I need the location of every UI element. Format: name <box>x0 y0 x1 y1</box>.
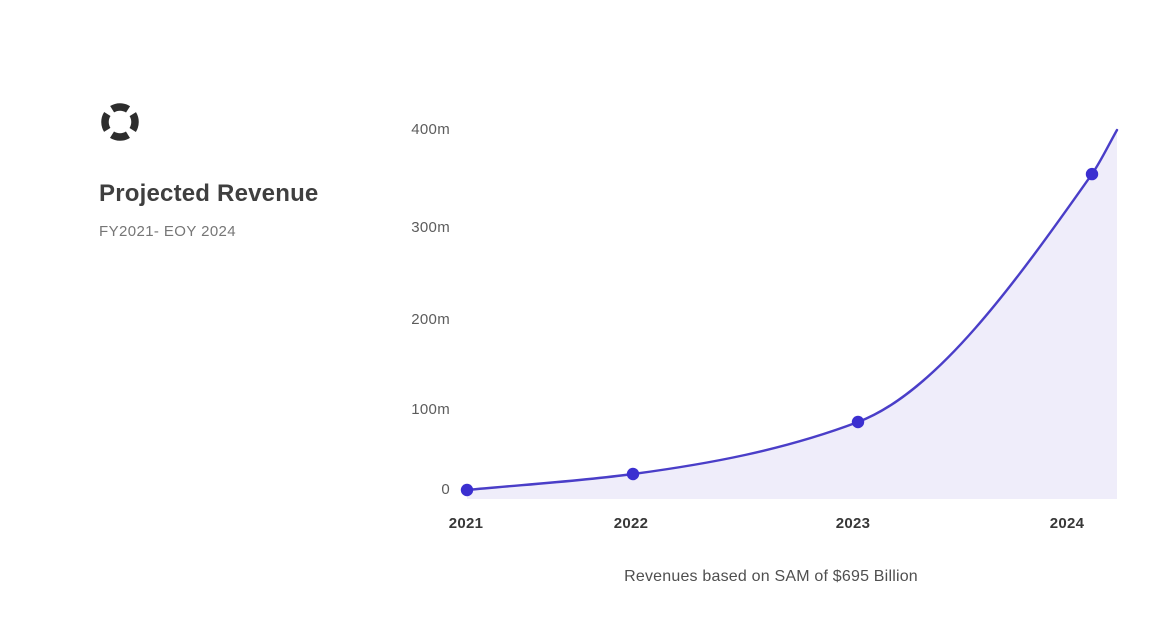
data-point-2021 <box>460 483 474 497</box>
x-axis-tick-2021: 2021 <box>448 515 484 532</box>
y-axis-tick-0: 0 <box>441 481 450 498</box>
data-point-2024 <box>1085 167 1099 181</box>
x-axis-tick-2024: 2024 <box>1049 515 1085 532</box>
lifebuoy-logo-icon <box>101 103 139 141</box>
y-axis-tick-100m: 100m <box>411 401 450 418</box>
y-axis-tick-200m: 200m <box>411 311 450 328</box>
page-title: Projected Revenue <box>99 180 319 207</box>
data-point-2022 <box>626 467 640 481</box>
page-subtitle: FY2021- EOY 2024 <box>99 223 237 240</box>
x-axis-tick-2022: 2022 <box>613 515 649 532</box>
x-axis-tick-2023: 2023 <box>835 515 871 532</box>
data-point-2023 <box>851 415 865 429</box>
chart-caption: Revenues based on SAM of $695 Billion <box>624 568 918 585</box>
y-axis-tick-400m: 400m <box>411 121 450 138</box>
area-fill <box>467 130 1117 499</box>
y-axis-tick-300m: 300m <box>411 219 450 236</box>
